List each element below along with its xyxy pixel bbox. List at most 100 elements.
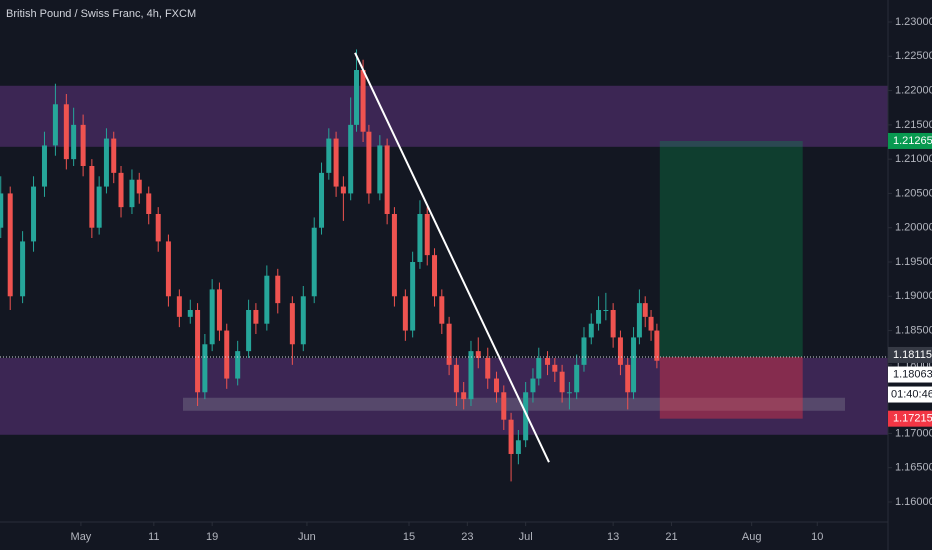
chart-title: British Pound / Swiss Franc, 4h, FXCM (6, 8, 196, 20)
x-tick-label: 10 (811, 531, 823, 543)
candle-body (468, 351, 474, 400)
candle-body (31, 186, 37, 242)
overlays (0, 52, 888, 463)
last-price-label-box (888, 366, 932, 383)
y-tick-label: 1.19500 (895, 256, 932, 268)
candle-body (410, 261, 416, 331)
candle-body (71, 124, 77, 160)
x-tick-label: 23 (461, 531, 473, 543)
candle-body (103, 138, 109, 187)
candle-body (610, 309, 616, 338)
candle-body (311, 227, 317, 297)
y-tick-label: 1.19000 (895, 290, 932, 302)
candle-body (129, 179, 135, 208)
countdown-box (888, 386, 932, 403)
candle-body (253, 309, 259, 324)
candle-body (20, 241, 26, 297)
candle-body (424, 213, 430, 256)
candle-body (536, 357, 542, 379)
candle-body (552, 364, 558, 372)
candle-body (348, 124, 354, 194)
candle-body (402, 296, 408, 331)
stop-price-label-box (888, 410, 932, 427)
candle-body (146, 193, 152, 214)
candle-body (275, 275, 281, 304)
candle-body (453, 364, 459, 393)
candle-body (648, 316, 654, 331)
x-tick-label: 19 (206, 531, 218, 543)
candle-body (41, 145, 47, 187)
candle-body (574, 364, 580, 393)
candle-body (289, 303, 295, 345)
candle-body (354, 70, 360, 125)
candle-body (588, 323, 594, 338)
candle-body (384, 145, 390, 214)
candle-body (432, 255, 438, 297)
candle-body (360, 70, 366, 132)
y-tick-label: 1.23000 (895, 16, 932, 28)
zone (0, 85, 888, 147)
x-tick-label: Jul (519, 531, 533, 543)
target-price-label-box (888, 132, 932, 149)
candle-body (333, 138, 339, 187)
candle-body (340, 186, 346, 194)
zone (0, 357, 888, 435)
candle-body (96, 186, 102, 228)
stop-price-label: 1.17215 (893, 413, 932, 425)
candle-body (603, 309, 609, 311)
candle-body (545, 357, 551, 365)
last-price-label: 1.18063 (893, 368, 932, 380)
countdown-label: 01:40:46 (891, 388, 932, 400)
candle-body (118, 172, 124, 208)
y-tick-label: 1.20000 (895, 222, 932, 234)
loss-zone (659, 356, 803, 419)
candle-body (195, 309, 201, 393)
target-price-label: 1.21265 (893, 135, 932, 147)
y-tick-label: 1.22000 (895, 84, 932, 96)
candle-body (417, 213, 423, 262)
candle-body (224, 330, 230, 379)
candle-body (319, 172, 325, 228)
candle-body (111, 138, 117, 173)
candle-body (326, 138, 332, 173)
support-band (182, 397, 845, 411)
candle-body (155, 213, 161, 242)
x-tick-label: 13 (607, 531, 619, 543)
y-tick-label: 1.17000 (895, 427, 932, 439)
x-tick-label: 15 (403, 531, 415, 543)
trendline (354, 52, 550, 463)
y-tick-label: 1.18500 (895, 324, 932, 336)
x-tick-label: 21 (665, 531, 677, 543)
candle-body (493, 378, 499, 393)
candle-body (461, 392, 467, 400)
x-tick-label: Jun (298, 531, 316, 543)
candle-body (642, 303, 648, 317)
axes: 1.160001.165001.170001.175001.180001.185… (71, 16, 932, 543)
entry-price-label-box (888, 346, 932, 363)
candle-body (366, 131, 372, 194)
candle-body (89, 166, 95, 228)
candle-body (0, 193, 4, 228)
x-tick-label: Aug (742, 531, 762, 543)
candle-body (566, 392, 572, 394)
candles (0, 49, 660, 482)
candle-body (508, 419, 514, 454)
candle-body (631, 337, 637, 393)
candle-body (617, 337, 623, 365)
annotations (0, 85, 888, 435)
y-tick-label: 1.21000 (895, 153, 932, 165)
candle-body (446, 323, 452, 365)
y-tick-label: 1.16000 (895, 496, 932, 508)
candle-body (523, 392, 529, 441)
candle-body (559, 371, 565, 393)
candle-body (300, 296, 306, 345)
y-tick-label: 1.16500 (895, 462, 932, 474)
candle-body (176, 296, 182, 317)
candle-body (625, 364, 631, 393)
candle-body (501, 392, 507, 420)
candle-body (485, 357, 491, 379)
candle-body (636, 303, 642, 338)
